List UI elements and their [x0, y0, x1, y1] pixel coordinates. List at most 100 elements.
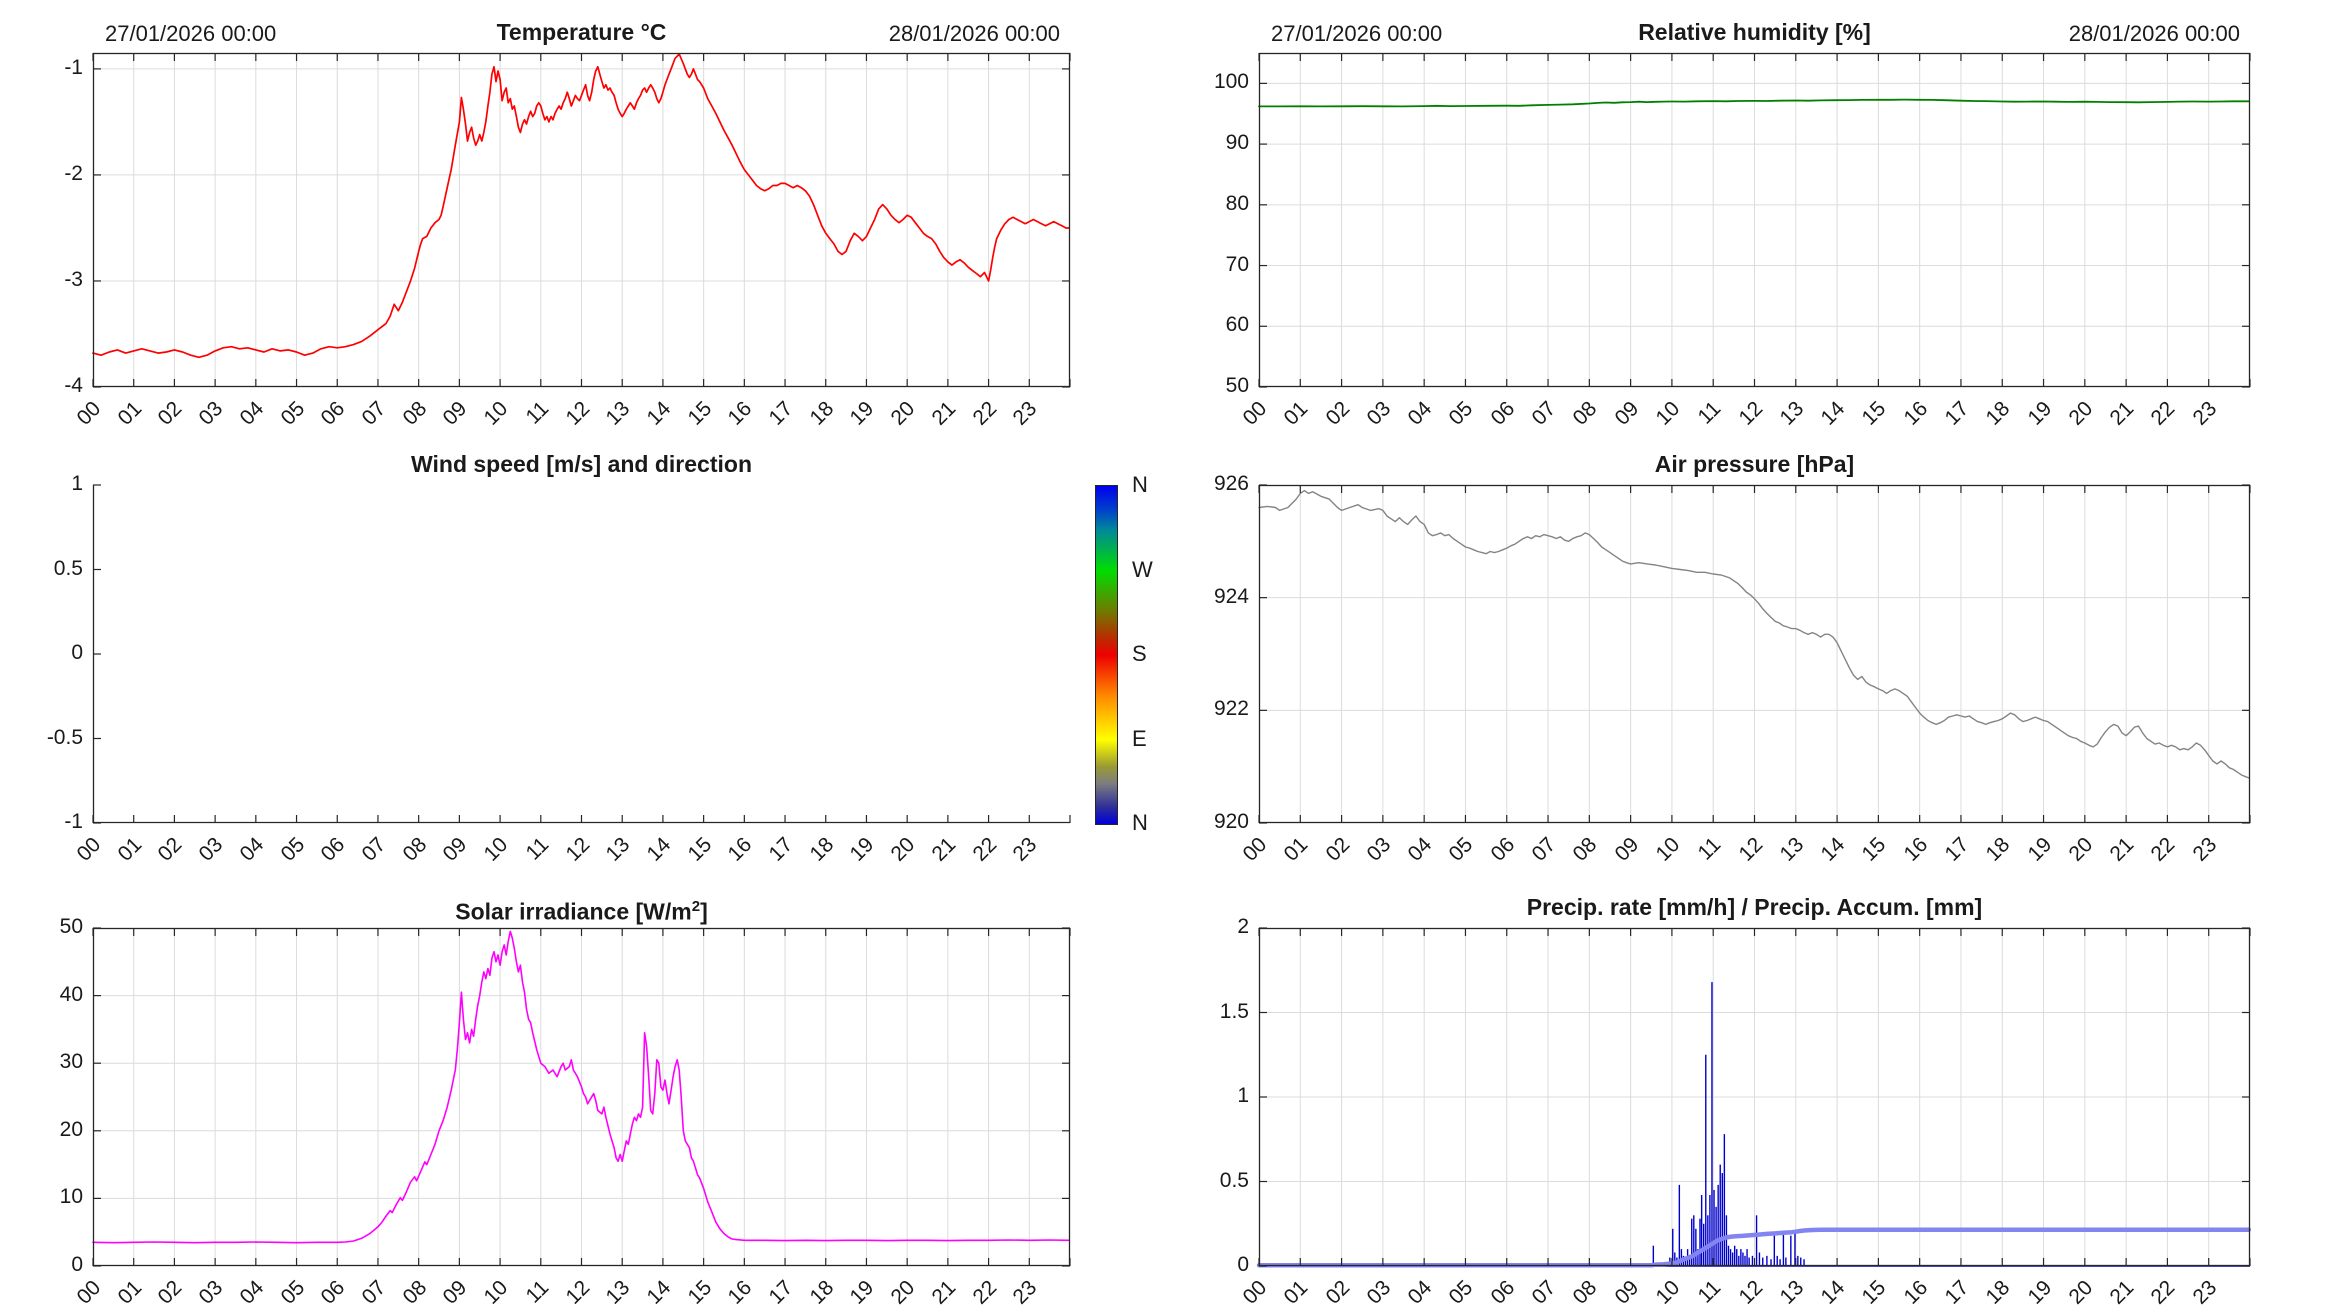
pressure-x-tick-label: 18	[1981, 833, 2015, 866]
wind-x-tick-label: 01	[113, 833, 146, 866]
solar-irradiance-series-line	[92, 930, 1070, 1244]
pressure-x-tick-label: 01	[1279, 833, 1313, 866]
temperature-x-tick-label: 06	[316, 397, 350, 430]
wind-x-tick-label: 18	[805, 833, 839, 866]
wind-y-tick-label: 0.5	[53, 556, 83, 580]
pressure-x-tick-label: 13	[1775, 833, 1809, 866]
temperature-x-tick-label: 03	[194, 397, 228, 430]
temperature-series-line	[92, 53, 1070, 359]
temperature-title: Temperature °C	[496, 19, 667, 45]
relative-humidity-series-line	[1258, 98, 2250, 108]
wind-y-tick-label: 1	[71, 472, 83, 495]
wind-plot	[92, 484, 1071, 824]
precip-y-tick-label: 1	[1237, 1084, 1249, 1107]
humidity-x-tick-label: 20	[2064, 397, 2098, 430]
wind-x-tick-label: 20	[886, 833, 920, 866]
humidity-x-tick-label: 00	[1238, 397, 1272, 430]
temperature-x-tick-label: 20	[886, 397, 920, 430]
wind-x-tick-label: 15	[683, 833, 716, 866]
wind-x-tick-label: 12	[560, 833, 594, 866]
humidity-x-tick-label: 08	[1568, 397, 1602, 430]
solar-y-tick-label: 30	[59, 1050, 83, 1074]
precip-y-tick-label: 0	[1237, 1253, 1249, 1276]
pressure-x-tick-label: 12	[1733, 833, 1767, 866]
solar-y-tick-label: 40	[59, 982, 83, 1006]
solar-y-tick-label: 10	[59, 1185, 83, 1209]
pressure-grid	[1259, 485, 2250, 823]
humidity-x-tick-label: 14	[1816, 397, 1850, 430]
temperature-x-tick-label: 01	[113, 397, 146, 430]
wind-x-tick-label: 23	[1008, 833, 1042, 866]
humidity-x-tick-label: 21	[2105, 397, 2139, 430]
temperature-y-tick-label: -1	[64, 55, 83, 79]
pressure-x-tick-label: 04	[1403, 833, 1437, 866]
wind-x-tick-label: 00	[72, 833, 106, 866]
pressure-plot	[1258, 484, 2251, 824]
humidity-x-tick-label: 04	[1403, 397, 1437, 430]
wind-y-tick-label: -1	[64, 810, 83, 833]
pressure-x-tick-label: 19	[2023, 833, 2056, 866]
pressure-x-tick-label: 15	[1857, 833, 1891, 866]
temperature-x-tick-label: 07	[357, 397, 391, 430]
wind-direction-colorbar	[1095, 485, 1118, 825]
pressure-x-tick-label: 02	[1321, 833, 1354, 866]
humidity-x-tick-label: 01	[1279, 397, 1313, 430]
humidity-y-tick-label: 80	[1225, 191, 1249, 215]
wind-x-tick-label: 08	[398, 833, 431, 866]
pressure-x-tick-label: 14	[1816, 833, 1850, 866]
colorbar-label-n-top: N	[1132, 472, 1148, 497]
temperature-x-tick-label: 12	[560, 397, 594, 430]
pressure-x-tick-label: 20	[2064, 833, 2098, 866]
pressure-x-tick-label: 07	[1527, 833, 1561, 866]
precip-y-tick-label: 2	[1237, 915, 1249, 938]
pressure-x-tick-label: 16	[1899, 833, 1932, 866]
humidity-date-left: 27/01/2026 00:00	[1271, 21, 1443, 46]
precip-y-tick-label: 0.5	[1219, 1168, 1249, 1192]
wind-y-tick-label: -0.5	[46, 725, 83, 749]
wind-title: Wind speed [m/s] and direction	[411, 451, 752, 477]
humidity-x-tick-label: 07	[1527, 397, 1561, 430]
temperature-x-tick-label: 05	[276, 397, 309, 430]
solar-y-tick-label: 0	[71, 1253, 83, 1276]
temperature-x-tick-label: 14	[642, 397, 676, 430]
humidity-plot	[1258, 52, 2251, 388]
humidity-y-tick-label: 100	[1213, 70, 1249, 94]
pressure-title: Air pressure [hPa]	[1654, 451, 1855, 477]
temperature-x-tick-label: 13	[601, 397, 635, 430]
pressure-x-tick-label: 08	[1568, 833, 1602, 866]
humidity-title: Relative humidity [%]	[1638, 19, 1871, 45]
wind-ticks	[92, 484, 1071, 824]
temperature-date-left: 27/01/2026 00:00	[105, 21, 277, 46]
pressure-x-tick-label: 21	[2105, 833, 2139, 866]
temperature-x-tick-label: 04	[235, 397, 269, 430]
humidity-y-tick-label: 50	[1225, 374, 1249, 397]
humidity-x-tick-label: 03	[1362, 397, 1396, 430]
solar-plot	[92, 927, 1071, 1267]
solar-grid	[93, 928, 1070, 1266]
temperature-x-tick-label: 19	[845, 397, 879, 430]
pressure-x-tick-label: 00	[1238, 833, 1272, 866]
wind-x-tick-label: 10	[479, 833, 513, 866]
precip-plot	[1256, 927, 2252, 1268]
humidity-x-tick-label: 16	[1899, 397, 1932, 430]
solar-title: Solar irradiance [W/m2]	[455, 898, 708, 925]
temperature-date-right: 28/01/2026 00:00	[888, 21, 1060, 46]
humidity-y-tick-label: 60	[1225, 313, 1249, 337]
colorbar-label-w: W	[1132, 556, 1153, 582]
humidity-x-tick-label: 22	[2146, 397, 2180, 430]
wind-x-tick-label: 13	[601, 833, 635, 866]
temperature-x-tick-label: 09	[438, 397, 472, 430]
temperature-y-tick-label: -2	[64, 161, 83, 185]
humidity-x-tick-label: 11	[1693, 397, 1726, 429]
temperature-x-tick-label: 18	[805, 397, 839, 430]
wind-x-tick-label: 21	[927, 833, 961, 866]
wind-x-tick-label: 06	[316, 833, 350, 866]
wind-x-tick-label: 22	[968, 833, 1001, 866]
humidity-x-tick-label: 12	[1733, 397, 1767, 430]
solar-y-tick-label: 50	[59, 915, 83, 938]
pressure-x-tick-label: 23	[2188, 833, 2221, 866]
pressure-y-tick-label: 920	[1213, 810, 1249, 833]
temperature-y-tick-label: -3	[64, 267, 83, 291]
temperature-x-tick-label: 22	[968, 397, 1001, 430]
